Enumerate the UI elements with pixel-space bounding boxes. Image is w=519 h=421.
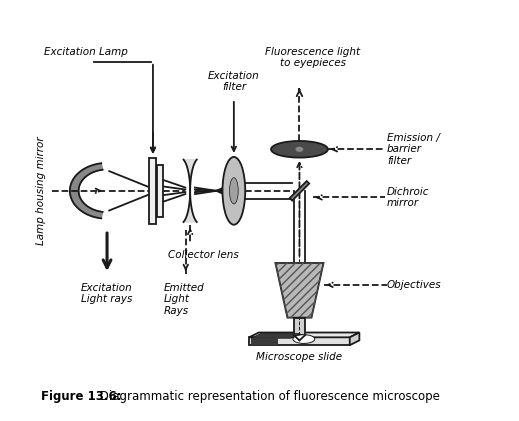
Ellipse shape (293, 335, 315, 344)
Text: Excitation
filter: Excitation filter (208, 71, 260, 93)
Text: Collector lens: Collector lens (168, 250, 239, 260)
Text: Fluorescence light
to eyepieces: Fluorescence light to eyepieces (265, 47, 360, 68)
Polygon shape (350, 333, 359, 345)
Polygon shape (184, 160, 197, 222)
Bar (157, 165, 163, 217)
Text: Dichroic
mirror: Dichroic mirror (387, 187, 429, 208)
Polygon shape (249, 333, 359, 337)
Polygon shape (276, 263, 323, 317)
Bar (249, 337, 350, 345)
Polygon shape (290, 181, 309, 200)
Bar (251, 338, 278, 345)
Ellipse shape (271, 141, 328, 157)
Text: Objectives: Objectives (387, 280, 442, 290)
Bar (294, 317, 305, 335)
Ellipse shape (295, 147, 304, 152)
Text: Diagrammatic representation of fluorescence microscope: Diagrammatic representation of fluoresce… (96, 390, 440, 403)
Text: Emission /
barrier
filter: Emission / barrier filter (387, 133, 440, 166)
Polygon shape (251, 333, 301, 338)
Bar (149, 158, 156, 224)
Text: Excitation
Light rays: Excitation Light rays (81, 282, 132, 304)
Text: Emitted
Light
Rays: Emitted Light Rays (164, 282, 204, 316)
Text: Lamp housing mirror: Lamp housing mirror (36, 136, 46, 245)
Ellipse shape (223, 157, 245, 225)
Polygon shape (70, 163, 103, 218)
Ellipse shape (229, 178, 238, 204)
Text: Excitation Lamp: Excitation Lamp (44, 48, 128, 57)
Text: Microscope slide: Microscope slide (256, 352, 343, 362)
Text: Figure 13.6:: Figure 13.6: (42, 390, 122, 403)
